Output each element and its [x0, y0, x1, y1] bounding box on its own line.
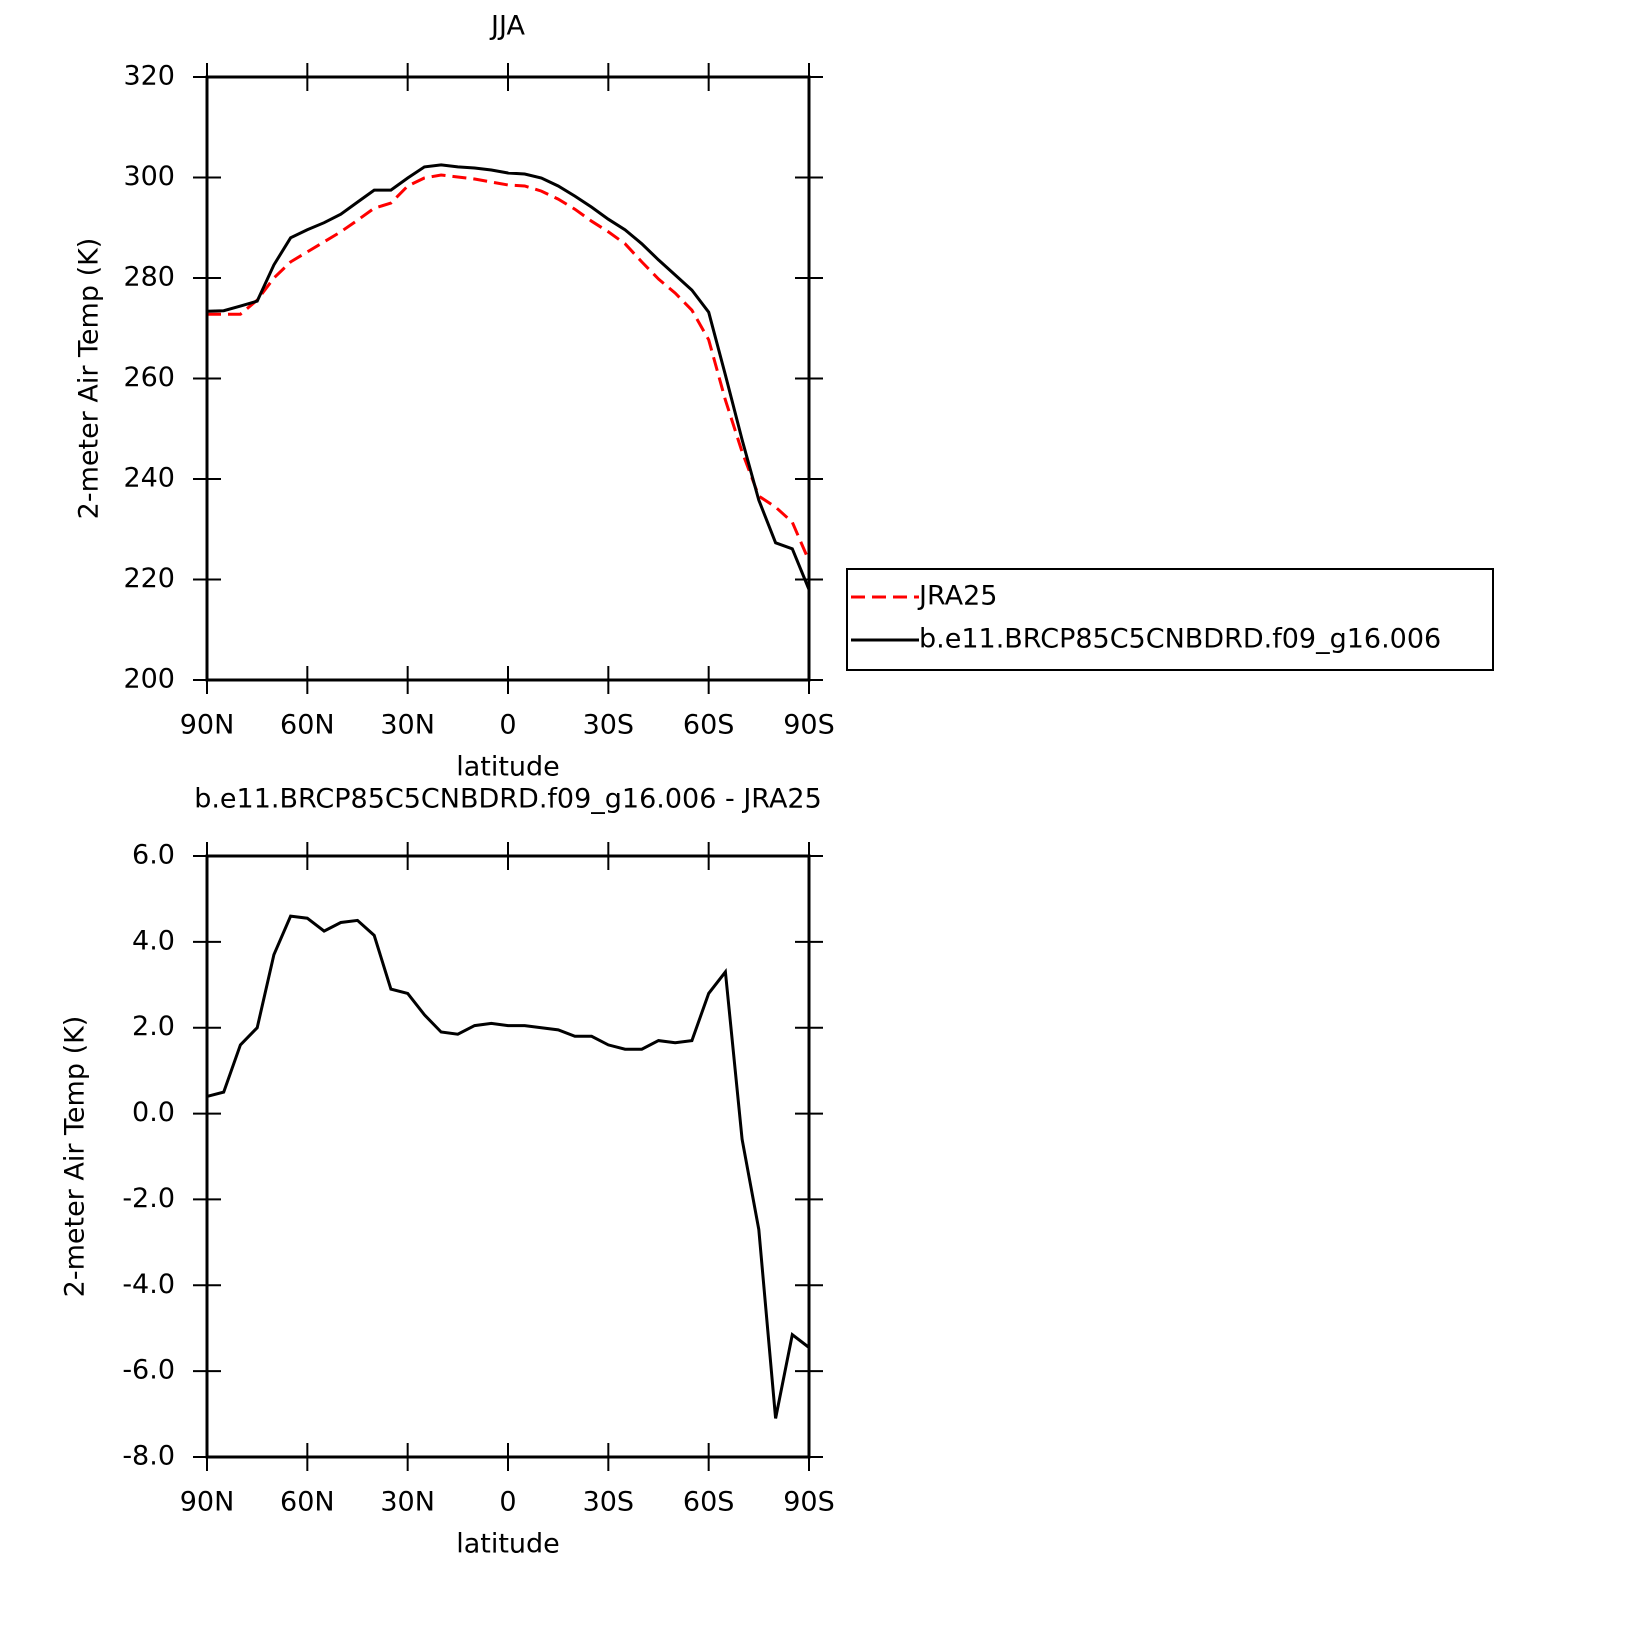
chart-title: b.e11.BRCP85C5CNBDRD.f09_g16.006 - JRA25	[194, 784, 822, 815]
y-tick-label: 260	[123, 362, 175, 393]
y-tick-label: 240	[123, 463, 175, 494]
y-tick-label: -2.0	[122, 1183, 175, 1214]
x-tick-label: 60N	[280, 710, 335, 741]
plot-frame	[205, 75, 811, 682]
y-tick-label: -8.0	[122, 1441, 175, 1472]
y-tick-label: 200	[123, 664, 175, 695]
plot-frame	[205, 854, 811, 1459]
data-line	[206, 914, 810, 1419]
x-axis-label: latitude	[456, 1529, 560, 1560]
x-tick-label: 60S	[683, 1487, 735, 1518]
y-tick-label: 220	[123, 563, 175, 594]
data-line	[206, 163, 811, 591]
y-tick-label: 320	[123, 61, 175, 92]
x-tick-label: 30S	[583, 1487, 635, 1518]
x-tick-label: 0	[499, 1487, 516, 1518]
y-tick-label: -6.0	[122, 1355, 175, 1386]
x-tick-label: 90N	[180, 710, 235, 741]
legend-label: JRA25	[917, 581, 997, 612]
y-tick-label: 2.0	[132, 1011, 175, 1042]
y-axis-label: 2-meter Air Temp (K)	[74, 238, 105, 520]
y-tick-label: 4.0	[132, 925, 175, 956]
legend-label: b.e11.BRCP85C5CNBDRD.f09_g16.006	[919, 624, 1441, 655]
y-tick-label: 6.0	[132, 840, 175, 871]
y-axis-label: 2-meter Air Temp (K)	[60, 1016, 91, 1298]
x-tick-label: 90S	[783, 1487, 835, 1518]
data-line	[207, 173, 811, 562]
x-tick-label: 60N	[280, 1487, 335, 1518]
x-tick-label: 0	[499, 710, 516, 741]
x-axis-label: latitude	[456, 752, 560, 783]
y-tick-label: 300	[123, 161, 175, 192]
y-tick-label: 280	[123, 262, 175, 293]
x-tick-label: 90S	[783, 710, 835, 741]
x-tick-label: 30N	[380, 1487, 435, 1518]
x-tick-label: 60S	[683, 710, 735, 741]
y-tick-label: 0.0	[132, 1097, 175, 1128]
x-tick-label: 30N	[380, 710, 435, 741]
x-tick-label: 30S	[583, 710, 635, 741]
x-tick-label: 90N	[180, 1487, 235, 1518]
chart-title: JJA	[489, 11, 525, 42]
legend-box	[846, 568, 1494, 671]
y-tick-label: -4.0	[122, 1269, 175, 1300]
